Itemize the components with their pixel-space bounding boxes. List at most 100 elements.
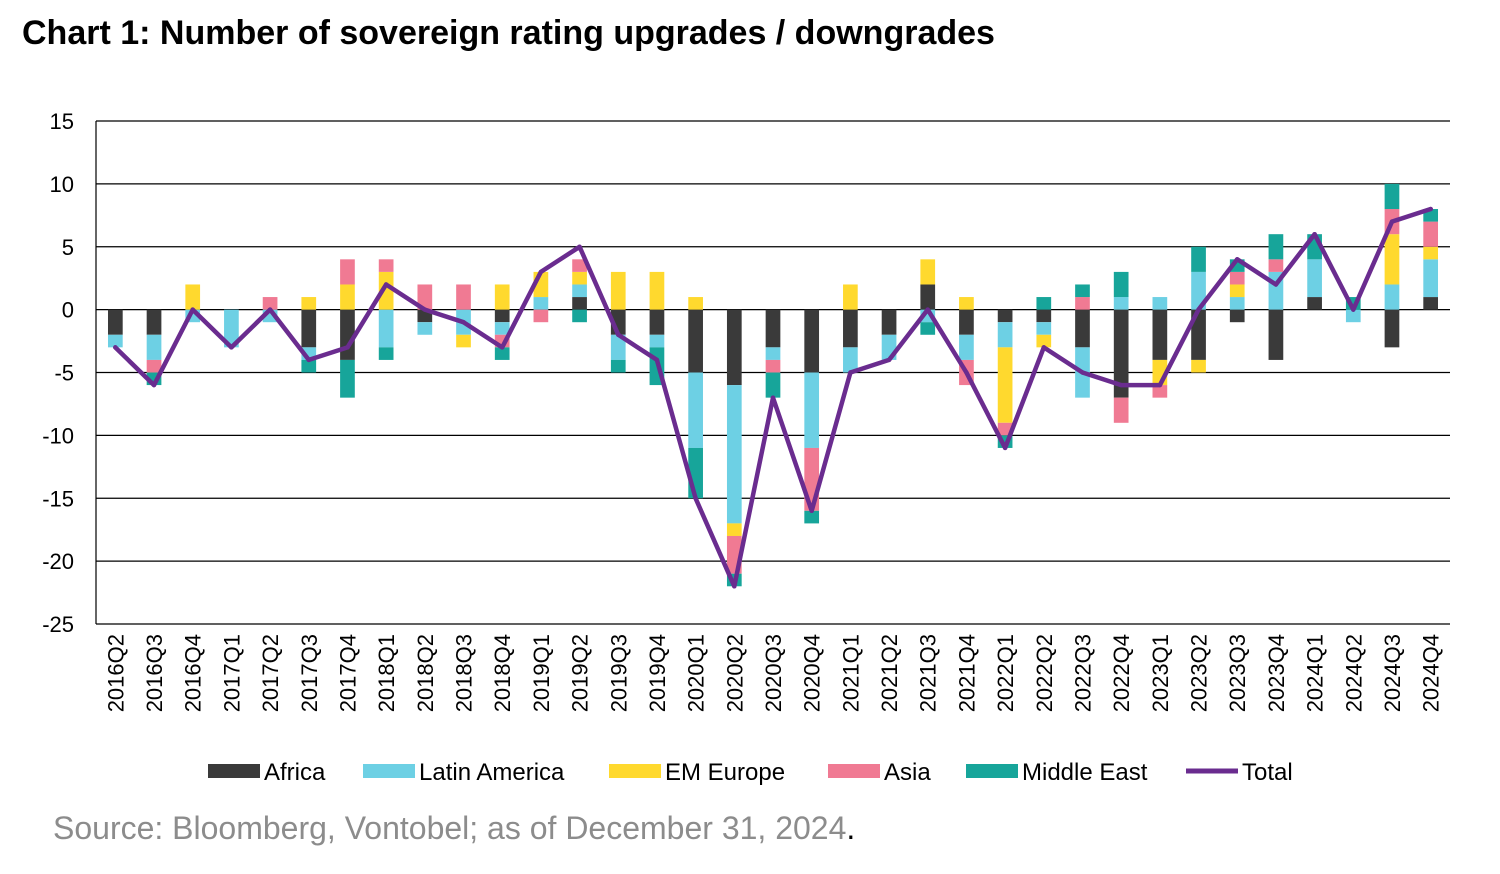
bar-segment-latin-america: [1036, 322, 1052, 335]
total-point: [1041, 345, 1047, 350]
x-tick-label: 2021Q4: [954, 634, 979, 712]
source-note: Source: Bloomberg, Vontobel; as of Decem…: [53, 810, 855, 847]
total-point: [151, 382, 157, 388]
bar-segment-asia: [340, 259, 355, 285]
bar-segment-latin-america: [107, 334, 123, 348]
bar-segment-asia: [456, 284, 471, 310]
total-point: [1351, 307, 1356, 312]
bar-segment-africa: [765, 309, 781, 348]
bar-segment-latin-america: [804, 372, 820, 448]
bar-segment-africa: [107, 309, 123, 335]
total-point: [1196, 307, 1201, 312]
x-tick-label: 2017Q4: [335, 634, 360, 712]
bar-segment-asia: [146, 359, 162, 373]
legend-label-latin-america: Latin America: [419, 759, 565, 786]
bar-segment-latin-america: [378, 309, 394, 348]
bar-segment-africa: [494, 309, 510, 323]
total-point: [461, 320, 466, 325]
x-tick-label: 2018Q4: [490, 634, 515, 712]
bar-segment-em-europe: [1229, 284, 1245, 298]
y-tick-label: -20: [42, 549, 74, 574]
bar-segment-latin-america: [610, 334, 626, 360]
y-axis-ticks: 15 10 5 0 -5 -10 -15 -20 -25: [42, 109, 74, 637]
bar-segment-middle-east: [1268, 234, 1284, 260]
total-point: [1235, 257, 1240, 262]
bar-segment-asia: [572, 259, 587, 272]
legend-label-middle-east: Middle East: [1022, 759, 1148, 786]
total-point: [500, 345, 505, 350]
bar-segment-em-europe: [610, 271, 626, 310]
bar-segment-africa: [1384, 309, 1400, 348]
y-tick-label: 0: [62, 298, 74, 323]
x-tick-label: 2018Q2: [413, 634, 438, 712]
bar-segment-africa: [1075, 309, 1090, 348]
bar-segment-latin-america: [1384, 284, 1400, 310]
chart-title: Chart 1: Number of sovereign rating upgr…: [22, 14, 995, 52]
bar-segment-africa: [1191, 309, 1206, 360]
bar-segment-asia: [1075, 297, 1090, 310]
total-point: [809, 508, 814, 514]
bar-segment-latin-america: [959, 334, 974, 360]
bar-segment-middle-east: [1191, 246, 1206, 272]
x-tick-label: 2017Q3: [297, 634, 322, 712]
x-tick-label: 2017Q1: [219, 634, 244, 712]
total-point: [577, 244, 582, 249]
bar-segment-africa: [688, 309, 703, 373]
legend-label-asia: Asia: [884, 759, 931, 786]
total-point: [538, 269, 544, 275]
bar-segment-em-europe: [843, 284, 858, 310]
bar-segment-latin-america: [572, 284, 587, 298]
x-tick-label: 2021Q3: [916, 634, 941, 712]
bar-segment-latin-america: [1345, 309, 1361, 323]
legend-swatch-middle-east: [966, 764, 1018, 778]
bar-segment-africa: [959, 309, 974, 335]
bar-segment-asia: [1113, 397, 1129, 423]
total-point: [1080, 370, 1085, 375]
source-text: Source: Bloomberg, Vontobel; as of Decem…: [53, 810, 847, 846]
bar-segment-asia: [417, 284, 433, 310]
x-tick-label: 2023Q1: [1148, 634, 1173, 712]
bar-segment-em-europe: [649, 271, 665, 310]
x-tick-label: 2020Q4: [800, 634, 825, 712]
bar-segment-middle-east: [301, 359, 317, 373]
bar-segment-middle-east: [804, 510, 820, 524]
bar-segment-em-europe: [456, 334, 471, 348]
bar-segment-africa: [843, 309, 858, 348]
total-point: [422, 307, 428, 312]
total-point: [732, 584, 737, 589]
bar-segment-latin-america: [1423, 259, 1439, 298]
x-tick-label: 2019Q4: [645, 634, 670, 712]
bar-segment-africa: [1229, 309, 1245, 323]
legend-swatch-latin-america: [363, 764, 415, 778]
total-point: [925, 307, 930, 312]
x-axis-ticks: 2016Q2 2016Q3 2016Q4 2017Q1 2017Q2 2017Q3 2017…: [103, 634, 1443, 712]
bar-segment-em-europe: [959, 297, 974, 310]
total-point: [229, 345, 234, 350]
bar-segment-africa: [1307, 297, 1322, 310]
total-point: [770, 395, 776, 400]
bar-segment-latin-america: [843, 347, 858, 373]
bar-segment-africa: [649, 309, 665, 335]
bar-segment-africa: [572, 297, 587, 310]
legend-label-total: Total: [1242, 759, 1293, 786]
x-tick-label: 2017Q2: [258, 634, 283, 712]
bar-segment-asia: [378, 259, 394, 272]
bar-segment-em-europe: [378, 271, 394, 310]
bar-segment-latin-america: [1307, 259, 1322, 298]
legend-label-africa: Africa: [264, 759, 326, 786]
bar-segment-africa: [1268, 309, 1284, 360]
bar-segment-em-europe: [1423, 246, 1439, 260]
x-tick-label: 2023Q4: [1264, 634, 1289, 712]
bar-segment-em-europe: [920, 259, 936, 285]
bar-segment-em-europe: [1191, 359, 1206, 373]
bar-segment-africa: [1152, 309, 1168, 360]
bar-segment-em-europe: [726, 523, 742, 536]
bar-segment-middle-east: [765, 372, 781, 398]
bar-segment-latin-america: [417, 322, 433, 335]
total-point: [616, 332, 621, 337]
bar-segment-africa: [1423, 297, 1439, 310]
total-point: [345, 345, 350, 350]
bar-segment-em-europe: [1036, 334, 1052, 348]
x-tick-label: 2021Q2: [877, 634, 902, 712]
bar-segment-latin-america: [726, 385, 742, 524]
